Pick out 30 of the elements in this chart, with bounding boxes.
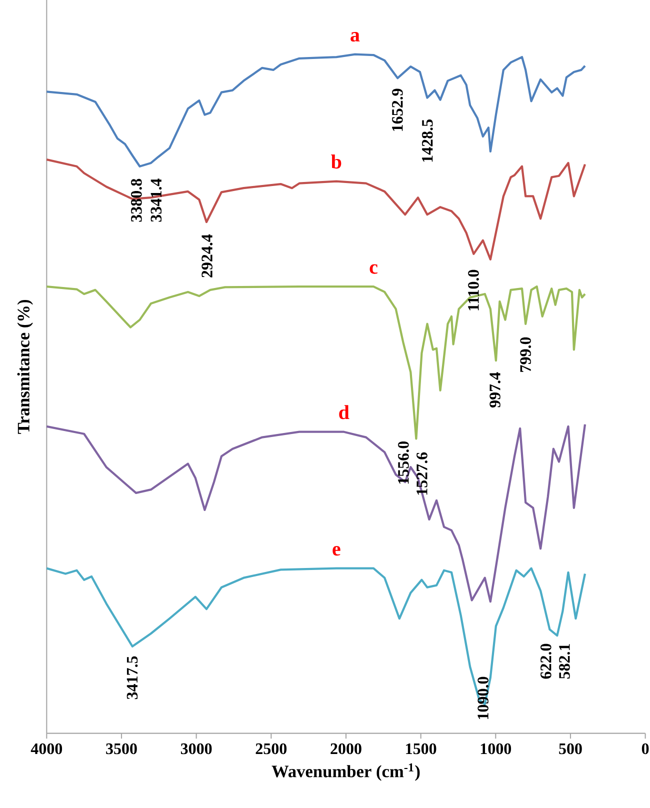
annotation: 2924.4 (202, 234, 213, 278)
x-tick-label: 1000 (480, 743, 512, 754)
x-tick-label: 2500 (256, 743, 287, 754)
x-tick-label: 2000 (330, 743, 362, 754)
x-tick-label: 4000 (30, 743, 62, 754)
annotation: 3417.5 (126, 656, 138, 700)
annotation: 1110.0 (468, 270, 479, 310)
series-label: c (370, 264, 378, 274)
series-label: e (332, 546, 340, 556)
y-axis-title: Transmitance (%) (17, 300, 33, 434)
series-label: b (331, 154, 342, 169)
x-tick-label: 500 (559, 743, 582, 754)
x-axis-title: Wavenumber (cm$^{-1}$) (272, 763, 420, 781)
annotation: 1652.9 (392, 88, 403, 131)
annotation: 3380.8 (131, 178, 142, 222)
annotation: 799.0 (520, 337, 532, 372)
annotation: 997.4 (490, 372, 500, 408)
annotation: 582.1 (559, 644, 570, 679)
series-label: d (339, 405, 350, 420)
annotation: 1556.0 (398, 441, 409, 484)
x-tick-label: 1500 (406, 743, 436, 754)
annotation: 1527.6 (416, 452, 428, 495)
annotation: 1428.5 (422, 120, 433, 162)
x-tick-label: 0 (642, 743, 649, 754)
series-label: a (350, 32, 360, 42)
annotation: 3341.4 (150, 178, 162, 222)
annotation: 1090.0 (478, 676, 489, 719)
annotation: 622.0 (540, 644, 552, 679)
x-tick-label: 3500 (106, 743, 137, 754)
x-tick-label: 3000 (180, 743, 212, 754)
